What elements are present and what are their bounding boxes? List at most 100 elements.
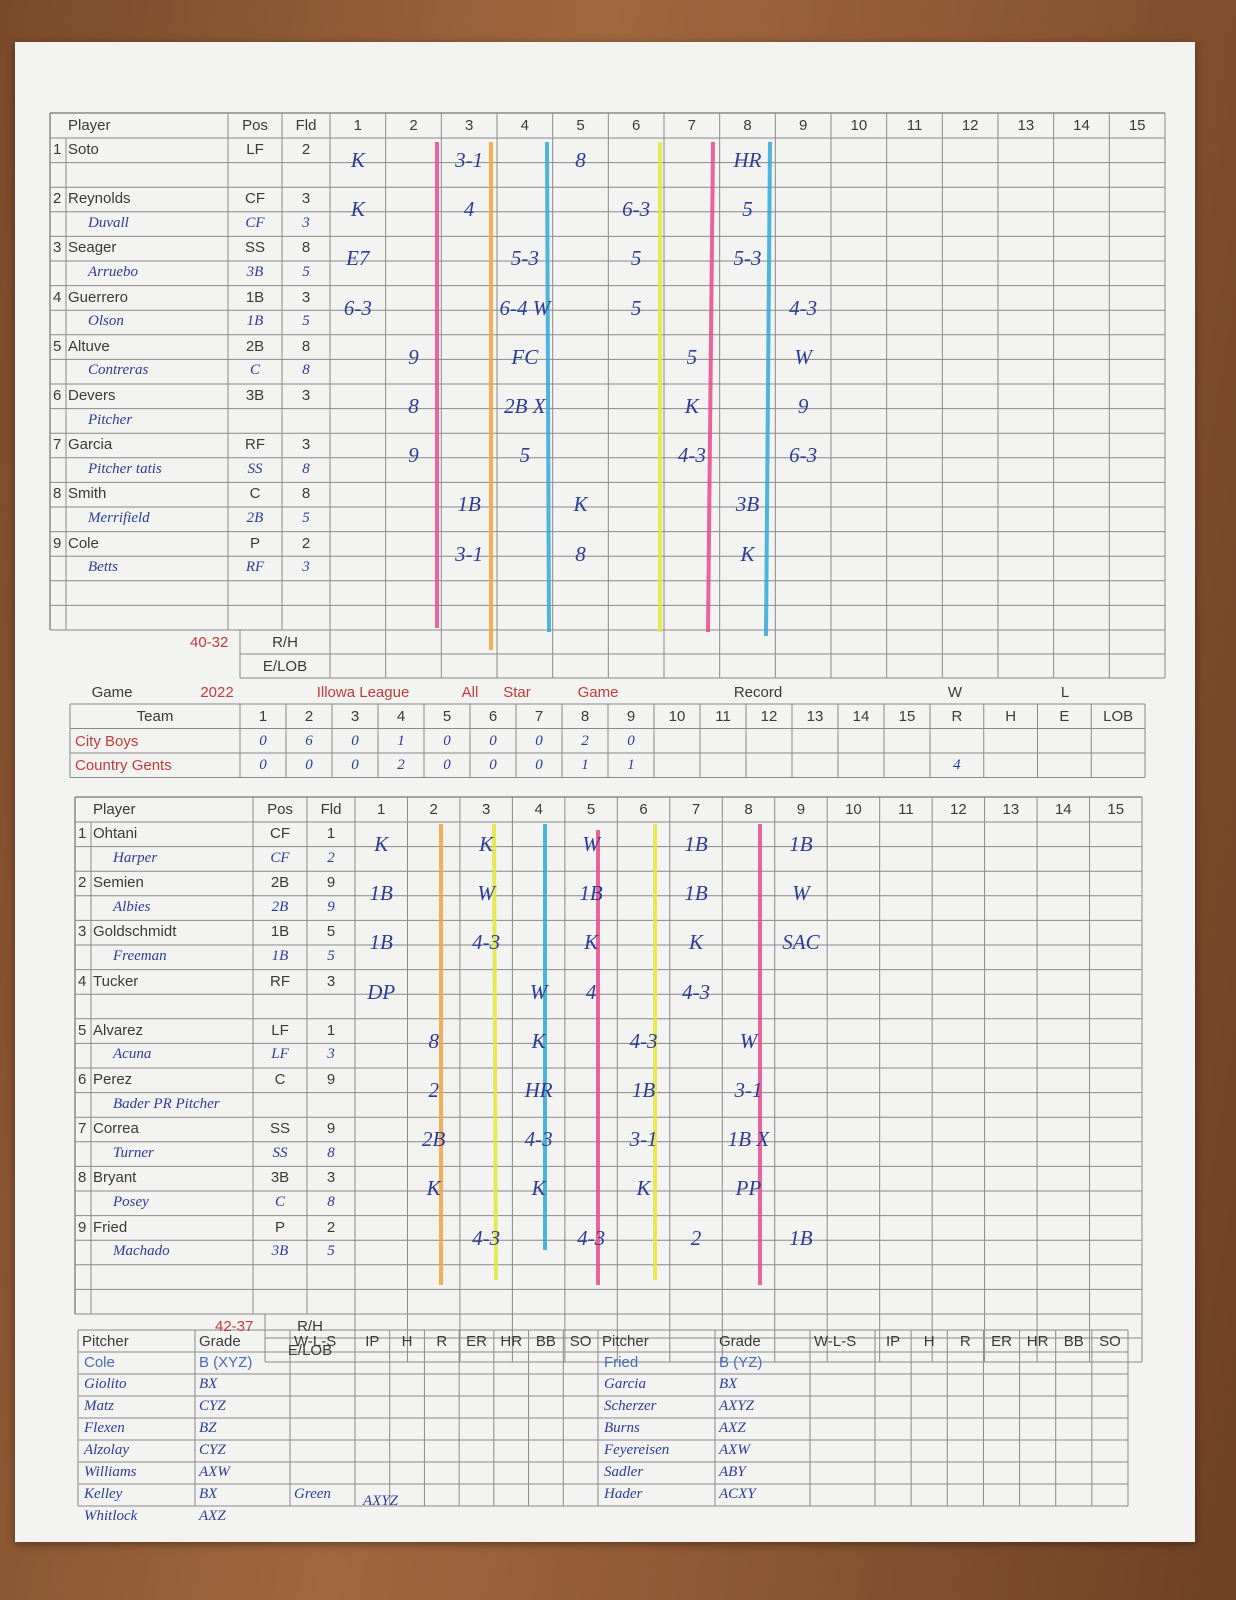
header-cell: 13 bbox=[1017, 117, 1035, 134]
header-cell: 2 bbox=[304, 708, 314, 725]
runs: 0 bbox=[489, 732, 497, 749]
player-name: Smith bbox=[68, 485, 107, 503]
header-cell: Grade bbox=[199, 1333, 241, 1350]
pitcher-name: Feyereisen bbox=[604, 1442, 670, 1458]
batting-order: 6 bbox=[78, 1071, 87, 1088]
substitute-fielding: 5 bbox=[302, 510, 310, 526]
player-name: Soto bbox=[68, 141, 99, 158]
header-cell: 14 bbox=[1073, 117, 1090, 134]
play-result: 4-3 bbox=[577, 1225, 606, 1250]
play-result: 5 bbox=[686, 344, 698, 369]
play-result: SAC bbox=[782, 930, 820, 955]
substitute-position: LF bbox=[271, 1046, 289, 1063]
substitute-name: Machado bbox=[113, 1243, 170, 1260]
play-result: 5 bbox=[742, 197, 753, 222]
team-record: 40-32 bbox=[190, 634, 229, 651]
game-info: Record bbox=[733, 684, 783, 701]
play-result: 6-3 bbox=[622, 197, 651, 222]
position: RF bbox=[245, 436, 265, 454]
play-result: HR bbox=[733, 148, 762, 172]
header-cell: 11 bbox=[715, 708, 731, 725]
play-result: 4 bbox=[585, 979, 597, 1004]
fielding: 8 bbox=[301, 485, 311, 503]
play-result: 1B bbox=[684, 832, 708, 856]
play-result: 9 bbox=[408, 443, 419, 468]
pitcher-grade: BX bbox=[199, 1486, 218, 1502]
batting-order: 3 bbox=[78, 923, 87, 941]
header-cell: Grade bbox=[719, 1333, 761, 1350]
header-cell: 3 bbox=[350, 708, 360, 725]
header-cell: HR bbox=[1026, 1333, 1049, 1350]
summary-label: R/H bbox=[272, 634, 298, 651]
player-name: Fried bbox=[93, 1218, 128, 1236]
play-result: 1B bbox=[789, 832, 813, 856]
player-name: Guerrero bbox=[68, 288, 129, 306]
header-cell: 8 bbox=[580, 708, 590, 725]
runs: 0 bbox=[489, 757, 497, 773]
batting-order: 9 bbox=[53, 534, 62, 552]
fielding: 2 bbox=[326, 1218, 336, 1236]
runs: 4 bbox=[953, 757, 961, 773]
substitute-fielding: 3 bbox=[302, 214, 310, 231]
substitute-position: SS bbox=[247, 460, 263, 477]
pitcher-grade: BX bbox=[719, 1376, 738, 1392]
play-result: 9 bbox=[797, 394, 809, 418]
player-name: Devers bbox=[68, 387, 116, 404]
pitcher-grade: B (XYZ) bbox=[199, 1354, 253, 1371]
header-cell: R bbox=[436, 1333, 448, 1350]
header-cell: 13 bbox=[806, 708, 824, 725]
play-result: K bbox=[350, 148, 365, 172]
play-result: W bbox=[739, 1028, 758, 1053]
header-cell: E bbox=[1059, 708, 1070, 725]
pitcher-name: Cole bbox=[84, 1354, 115, 1371]
header-cell: Player bbox=[68, 117, 111, 134]
play-result: 2 bbox=[690, 1225, 702, 1250]
pitcher-grade: AXW bbox=[199, 1464, 230, 1480]
header-cell: Team bbox=[136, 708, 174, 725]
play-result: 5 bbox=[630, 246, 642, 271]
batting-order: 4 bbox=[53, 288, 62, 306]
pitcher-name: Garcia bbox=[604, 1376, 646, 1392]
runs: 1 bbox=[581, 757, 589, 773]
game-info: Game bbox=[91, 684, 133, 701]
summary-label: R/H bbox=[297, 1318, 323, 1335]
batting-order: 7 bbox=[53, 436, 62, 454]
runs: 0 bbox=[535, 732, 543, 749]
pitcher-grade: AXYZ bbox=[363, 1493, 399, 1509]
player-name: Semien bbox=[93, 874, 144, 892]
header-cell: 9 bbox=[796, 801, 806, 818]
position: CF bbox=[270, 825, 290, 842]
fielding: 3 bbox=[301, 190, 311, 208]
position: LF bbox=[246, 141, 264, 158]
play-result: 3B bbox=[735, 492, 760, 517]
play-result: 4-3 bbox=[524, 1127, 553, 1152]
header-cell: Fld bbox=[320, 801, 342, 818]
header-cell: 3 bbox=[481, 801, 491, 818]
player-name: Correa bbox=[93, 1120, 139, 1138]
play-result: 4 bbox=[463, 197, 475, 222]
substitute-name: Acuna bbox=[113, 1046, 152, 1063]
position: 3B bbox=[245, 387, 265, 404]
play-result: 4-3 bbox=[472, 1225, 501, 1250]
play-result: 4-3 bbox=[682, 979, 711, 1004]
header-cell: 6 bbox=[639, 801, 648, 818]
header-cell: R bbox=[951, 708, 963, 725]
pitcher-name: Flexen bbox=[84, 1420, 125, 1436]
substitute-name: Turner bbox=[113, 1144, 154, 1161]
play-result: K bbox=[740, 541, 755, 566]
position: 2B bbox=[270, 874, 290, 892]
header-cell: 15 bbox=[898, 708, 916, 725]
runs: 0 bbox=[351, 757, 359, 773]
play-result: 6-3 bbox=[789, 443, 818, 468]
header-cell: 14 bbox=[1054, 801, 1072, 818]
pitcher-grade: CYZ bbox=[199, 1398, 226, 1414]
runs: 0 bbox=[259, 757, 267, 773]
substitute-name: Arruebo bbox=[88, 264, 138, 280]
play-result: 1B bbox=[369, 881, 393, 906]
play-result: 1B bbox=[631, 1078, 656, 1102]
play-result: 1B bbox=[369, 930, 393, 955]
position: LF bbox=[271, 1021, 289, 1039]
play-result: 4-3 bbox=[789, 295, 818, 320]
